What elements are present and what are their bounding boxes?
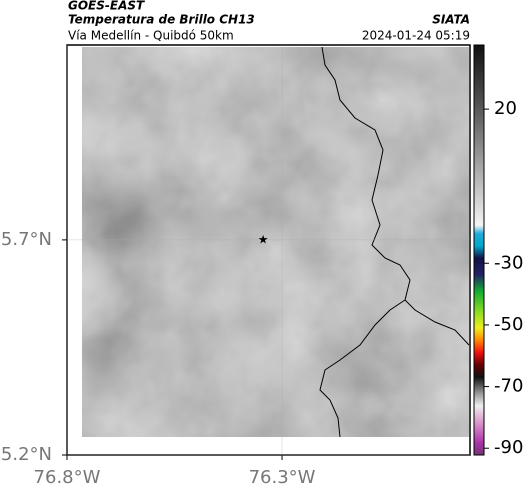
colorbar-tick-label: -50 xyxy=(494,314,523,335)
colorbar-tick-label: -30 xyxy=(494,252,523,273)
borders xyxy=(319,46,470,438)
colorbar-tick-label: -90 xyxy=(494,437,523,458)
brightness-raster xyxy=(82,47,469,437)
y-tick-label: 5.2°N xyxy=(1,444,52,465)
location-marker: ★ xyxy=(258,232,269,246)
colorbar-tick-label: -70 xyxy=(494,376,523,397)
route: Vía Medellín - Quibdó 50km xyxy=(68,29,234,43)
source: SIATA xyxy=(432,13,470,27)
y-tick-label: 5.7°N xyxy=(1,229,52,250)
x-tick-label: 76.3°W xyxy=(249,467,316,488)
colorbar xyxy=(473,44,485,456)
timestamp: 2024-01-24 05:19 xyxy=(362,29,470,43)
x-tick-label: 76.8°W xyxy=(34,467,101,488)
title: GOES-EAST xyxy=(68,0,145,13)
colorbar-tick-label: 20 xyxy=(494,98,517,119)
subtitle: Temperatura de Brillo CH13 xyxy=(68,13,255,27)
